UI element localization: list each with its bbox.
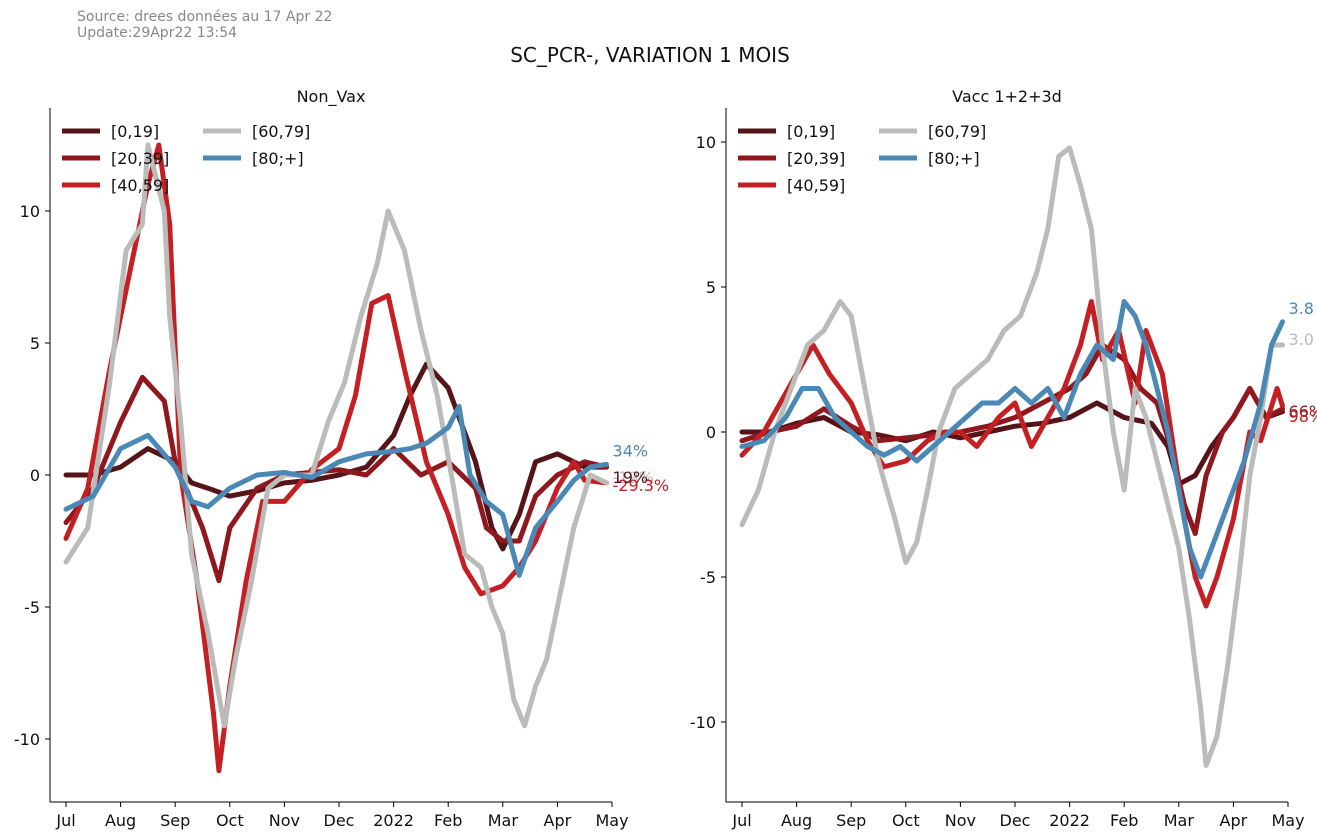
vacc-legend-label: [40,59] xyxy=(787,176,845,195)
nonvax-legend-label: [60,79] xyxy=(252,122,310,141)
nonvax-y-tick-label: -10 xyxy=(14,730,40,749)
vacc-series-line-2039 xyxy=(739,342,1285,536)
vacc-x-tick-label: Jul xyxy=(731,811,751,830)
nonvax-x-tick-label: Dec xyxy=(324,811,355,830)
nonvax-x-tick-label: 2022 xyxy=(373,811,414,830)
nonvax-x-tick-label: Oct xyxy=(216,811,244,830)
vacc-legend-label: [80;+] xyxy=(928,149,980,168)
vacc-x-tick-label: Apr xyxy=(1220,811,1248,830)
source-line-2: Update:29Apr22 13:54 xyxy=(77,25,238,41)
vacc-y-tick-label: 10 xyxy=(696,133,716,152)
nonvax-x-tick-label: Mar xyxy=(488,811,519,830)
vacc-end-label: 66% xyxy=(1289,402,1317,421)
nonvax-legend-label: [40,59] xyxy=(111,176,169,195)
vacc-y-tick-label: -5 xyxy=(700,568,716,587)
nonvax-x-tick-label: Aug xyxy=(105,811,136,830)
vacc-y-tick-label: 0 xyxy=(706,423,716,442)
vacc-x-tick-label: Aug xyxy=(781,811,812,830)
nonvax-x-tick-label: Apr xyxy=(544,811,572,830)
vacc-y-tick-label: -10 xyxy=(690,713,716,732)
vacc-legend-label: [60,79] xyxy=(928,122,986,141)
nonvax-legend-label: [0,19] xyxy=(111,122,159,141)
vacc-series-line-80+ xyxy=(739,299,1285,580)
source-line-1: Source: drees données au 17 Apr 22 xyxy=(77,9,333,25)
vacc-legend-label: [0,19] xyxy=(787,122,835,141)
vacc-x-tick-label: 2022 xyxy=(1049,811,1090,830)
vacc-series-line-4059 xyxy=(739,299,1285,609)
nonvax-x-tick-label: Sep xyxy=(160,811,190,830)
nonvax-x-tick-label: Nov xyxy=(269,811,300,830)
nonvax-series-line-6079 xyxy=(63,142,609,729)
nonvax-end-label: -19% xyxy=(613,468,654,487)
vacc-x-tick-label: Feb xyxy=(1110,811,1138,830)
nonvax-x-tick-label: May xyxy=(595,811,628,830)
nonvax-y-tick-label: 5 xyxy=(30,334,40,353)
vacc-x-tick-label: May xyxy=(1271,811,1304,830)
vacc-end-label: 3.0 xyxy=(1289,330,1314,349)
vacc-end-label: 3.8 xyxy=(1289,299,1314,318)
vacc-x-tick-label: Oct xyxy=(892,811,920,830)
vacc-x-tick-label: Dec xyxy=(1000,811,1031,830)
nonvax-end-label: 19% xyxy=(613,468,649,487)
nonvax-x-tick-label: Jul xyxy=(55,811,75,830)
nonvax-series-line-2039 xyxy=(63,374,609,584)
nonvax-legend-label: [20,39] xyxy=(111,149,169,168)
vacc-series-line-6079 xyxy=(739,145,1285,768)
vacc-y-tick-label: 5 xyxy=(706,278,716,297)
nonvax-legend-label: [80;+] xyxy=(252,149,304,168)
nonvax-y-tick-label: 0 xyxy=(30,466,40,485)
nonvax-end-label: 34% xyxy=(613,441,649,460)
nonvax-series-line-80+ xyxy=(63,403,609,578)
vacc-x-tick-label: Nov xyxy=(945,811,976,830)
vacc-x-tick-label: Mar xyxy=(1164,811,1195,830)
nonvax-x-tick-label: Feb xyxy=(434,811,462,830)
vacc-x-tick-label: Sep xyxy=(836,811,866,830)
nonvax-y-tick-label: 10 xyxy=(20,202,40,221)
vacc-panel-title: Vacc 1+2+3d xyxy=(952,87,1062,106)
nonvax-end-label: -29.3% xyxy=(613,476,670,495)
vacc-end-label: 98% xyxy=(1289,407,1317,426)
nonvax-series-line-4059 xyxy=(63,142,609,774)
figure-title: SC_PCR-, VARIATION 1 MOIS xyxy=(510,43,790,67)
nonvax-y-tick-label: -5 xyxy=(24,598,40,617)
vacc-legend-label: [20,39] xyxy=(787,149,845,168)
nonvax-panel-title: Non_Vax xyxy=(297,87,366,107)
